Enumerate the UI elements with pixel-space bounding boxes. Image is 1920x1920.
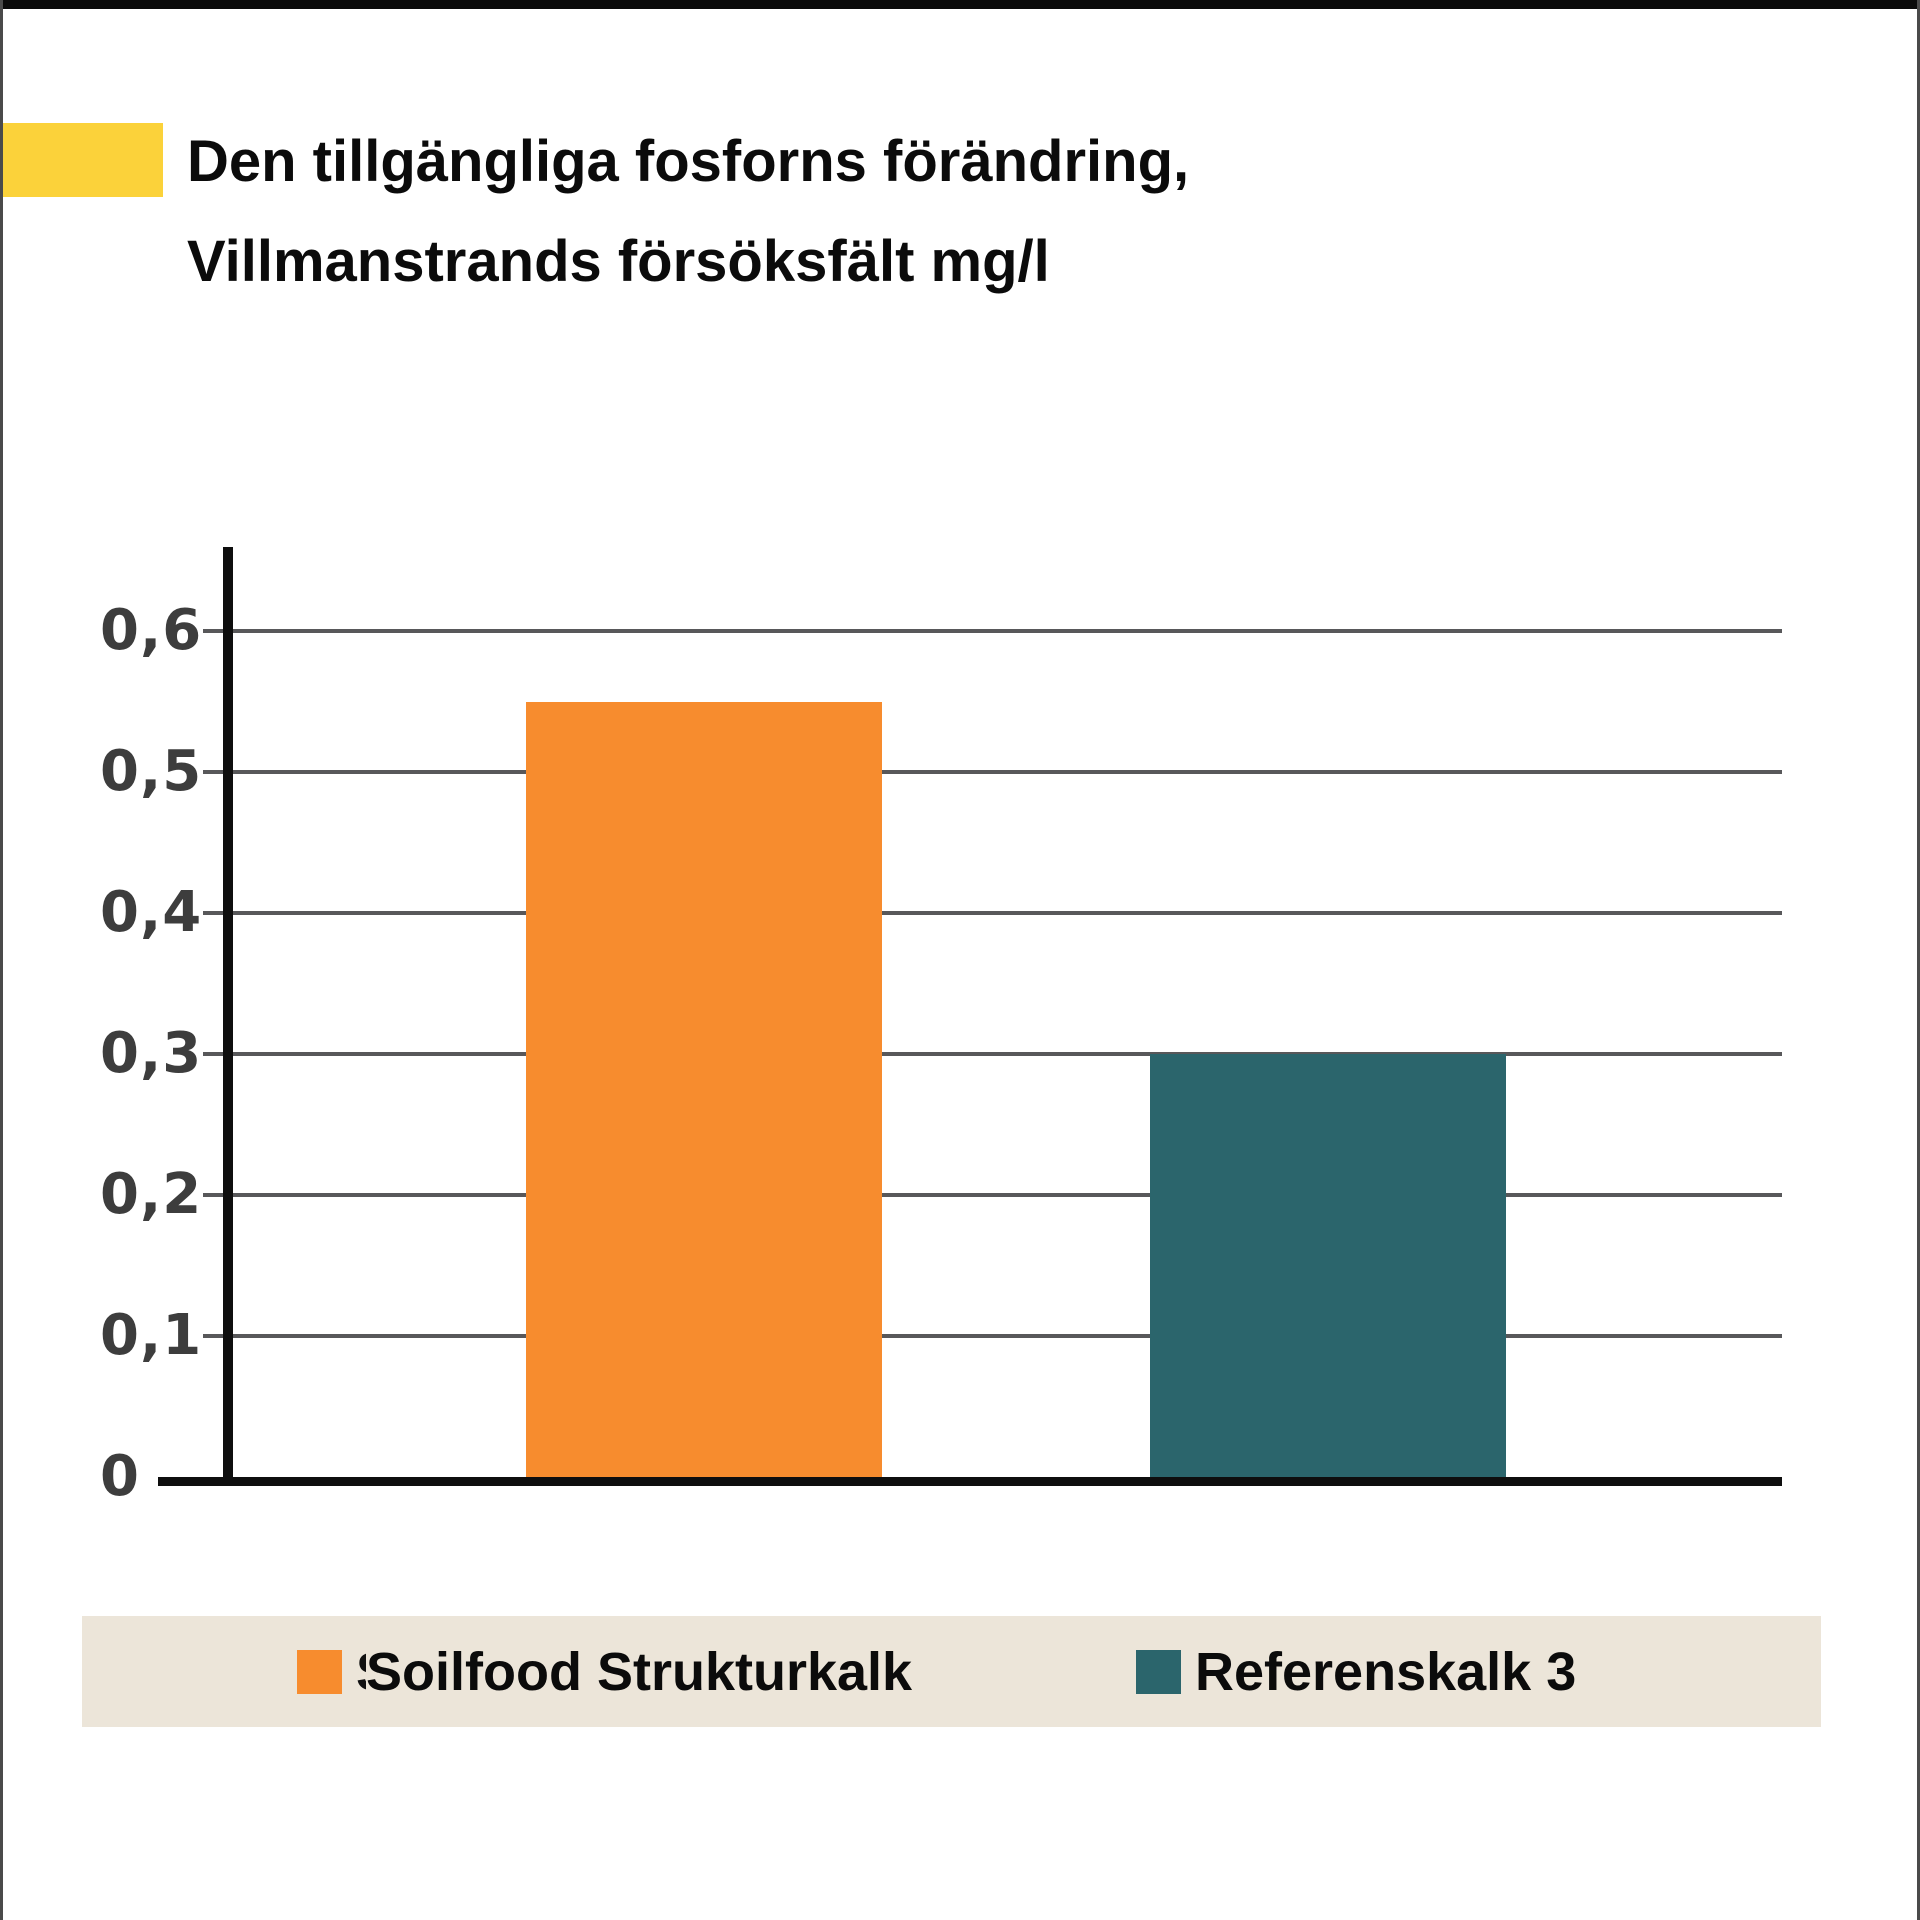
gridline: [203, 1193, 1782, 1197]
y-tick-label: 0,1: [100, 1303, 203, 1368]
legend-item-soilfood-strukturkalk: S Soilfood Strukturkalk: [297, 1645, 912, 1699]
legend-swatch-soilfood-strukturkalk: [297, 1649, 342, 1694]
title-accent-rect: [3, 123, 163, 197]
chart-title-line1: Den tillgängliga fosforns förändring,: [187, 129, 1190, 194]
left-border: [0, 0, 3, 1920]
chart-title-line2: Villmanstrands försöksfält mg/l: [187, 229, 1050, 294]
legend-clipped-glyph-artifact: S: [356, 1645, 366, 1699]
chart-title: Den tillgängliga fosforns förändring, Vi…: [187, 112, 1189, 312]
gridline: [203, 1052, 1782, 1056]
y-tick-label: 0: [100, 1444, 140, 1509]
legend-label-referenskalk-3: Referenskalk 3: [1195, 1641, 1577, 1702]
y-tick-label: 0,5: [100, 739, 203, 804]
legend-swatch-referenskalk-3: [1136, 1649, 1181, 1694]
legend-item-referenskalk-3: Referenskalk 3: [1136, 1645, 1576, 1699]
x-axis-line: [158, 1477, 1782, 1486]
legend: S Soilfood Strukturkalk Referenskalk 3: [82, 1616, 1821, 1727]
y-tick-label: 0,6: [100, 598, 203, 663]
top-border: [0, 0, 1920, 9]
right-border: [1917, 0, 1920, 1920]
gridline: [203, 629, 1782, 633]
y-tick-label: 0,4: [100, 880, 203, 945]
y-tick-label: 0,2: [100, 1162, 203, 1227]
gridline: [203, 770, 1782, 774]
bar-soilfood-strukturkalk: [526, 701, 882, 1477]
bar-referenskalk-3: [1150, 1054, 1506, 1477]
legend-label-soilfood-strukturkalk: Soilfood Strukturkalk: [366, 1641, 913, 1702]
gridline: [203, 911, 1782, 915]
y-tick-label: 0,3: [100, 1021, 203, 1086]
gridline: [203, 1334, 1782, 1338]
y-axis-line: [223, 547, 233, 1486]
